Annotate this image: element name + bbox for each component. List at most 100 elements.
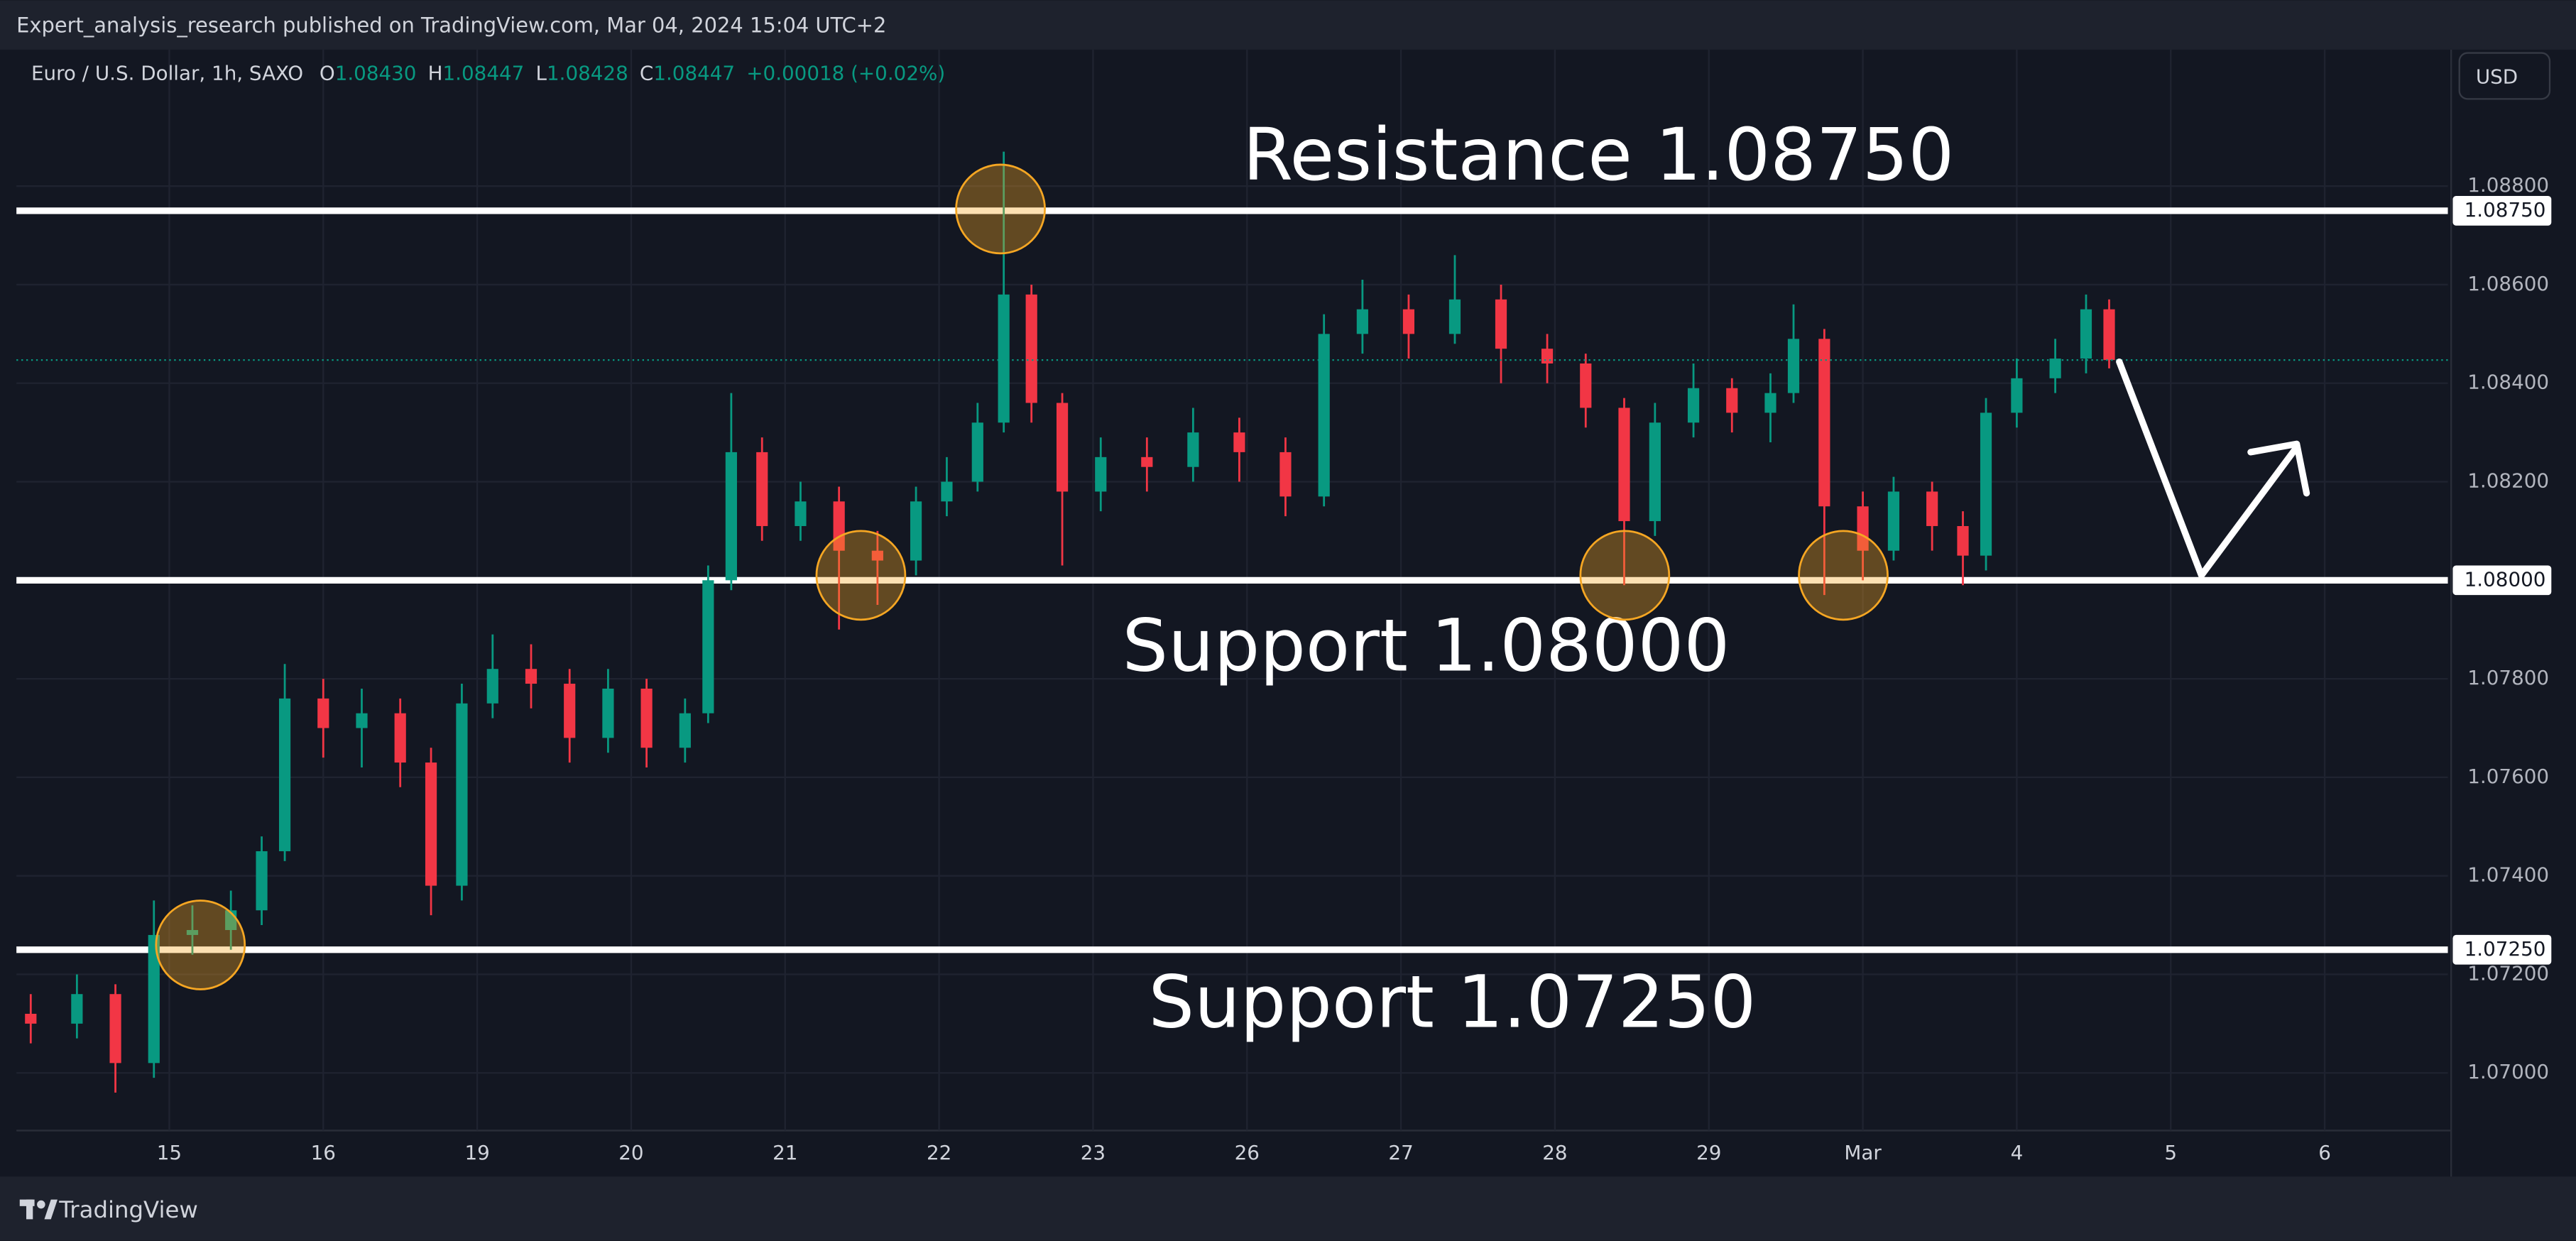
legend: Euro / U.S. Dollar, 1h, SAXO O1.08430 H1.… bbox=[31, 62, 945, 85]
y-tick-label: 1.07600 bbox=[2467, 765, 2549, 788]
candle-body bbox=[1857, 506, 1869, 551]
candle-body bbox=[1025, 294, 1037, 403]
candle-body bbox=[1887, 491, 1900, 551]
change: +0.00018 (+0.02%) bbox=[746, 62, 945, 85]
symbol: Euro / U.S. Dollar, 1h, SAXO bbox=[31, 62, 303, 85]
currency[interactable]: USD bbox=[2476, 65, 2518, 88]
candle-body bbox=[278, 698, 291, 851]
level-label-box bbox=[2452, 196, 2552, 226]
y-tick-label: 1.08200 bbox=[2467, 469, 2549, 493]
level-label: 1.08750 bbox=[2465, 198, 2546, 222]
ohlc-value: 1.08430 bbox=[335, 62, 417, 85]
candle-body bbox=[71, 994, 83, 1024]
candle-body bbox=[2049, 359, 2061, 378]
candle-body bbox=[679, 713, 691, 748]
candle-body bbox=[1687, 388, 1700, 423]
ohlc-value: 1.08447 bbox=[653, 62, 735, 85]
x-tick-label: 20 bbox=[618, 1141, 643, 1164]
candle-body bbox=[725, 452, 737, 581]
candle-body bbox=[1764, 393, 1777, 413]
candle-body bbox=[1141, 457, 1153, 467]
candle-body bbox=[795, 501, 807, 526]
candle-body bbox=[1495, 299, 1507, 349]
candle-body bbox=[317, 698, 329, 728]
logo-part bbox=[37, 1200, 45, 1209]
y-tick-label: 1.07400 bbox=[2467, 863, 2549, 887]
candle-body bbox=[1095, 457, 1107, 492]
candle-body bbox=[756, 452, 768, 526]
x-tick-label: 29 bbox=[1696, 1141, 1721, 1164]
candle-body bbox=[910, 501, 922, 561]
x-tick-label: 26 bbox=[1235, 1141, 1260, 1164]
x-tick-label: Mar bbox=[1844, 1141, 1882, 1164]
candle-body bbox=[2080, 309, 2092, 359]
x-tick-label: 19 bbox=[464, 1141, 489, 1164]
level-label-box bbox=[2452, 934, 2552, 965]
candle-body bbox=[1926, 491, 1938, 526]
candle-body bbox=[871, 550, 883, 561]
candle-body bbox=[1818, 339, 1830, 507]
candle-body bbox=[1448, 299, 1461, 334]
candle-body bbox=[971, 422, 983, 482]
candle-body bbox=[602, 688, 614, 738]
level-annotation: Support 1.07250 bbox=[1149, 961, 1757, 1045]
highlight-circle bbox=[155, 900, 246, 990]
candle-body bbox=[1187, 432, 1199, 467]
candle-body bbox=[486, 669, 498, 704]
ohlc-value: 1.08428 bbox=[547, 62, 628, 85]
candle-body bbox=[1318, 334, 1330, 497]
brand: TradingView bbox=[58, 1196, 198, 1223]
candle-body bbox=[1541, 349, 1554, 363]
candle-body bbox=[25, 1013, 37, 1024]
candle-body bbox=[256, 851, 268, 911]
x-tick-label: 15 bbox=[157, 1141, 182, 1164]
publisher: Expert_analysis_research published on Tr… bbox=[16, 13, 886, 38]
candle-body bbox=[941, 481, 953, 502]
y-tick-label: 1.08800 bbox=[2467, 173, 2549, 197]
y-tick-label: 1.07800 bbox=[2467, 666, 2549, 689]
footer bbox=[0, 1176, 2576, 1241]
candle-body bbox=[1980, 412, 1992, 556]
x-tick-label: 28 bbox=[1542, 1141, 1567, 1164]
candle-body bbox=[1233, 432, 1245, 452]
candle-body bbox=[702, 580, 714, 714]
top-bar bbox=[0, 0, 2576, 50]
level-label: 1.08000 bbox=[2465, 567, 2546, 591]
logo-part bbox=[26, 1199, 33, 1220]
currency-button[interactable] bbox=[2458, 52, 2551, 100]
logo-part bbox=[44, 1199, 58, 1220]
level-annotation: Resistance 1.08750 bbox=[1243, 114, 1954, 197]
x-tick-label: 27 bbox=[1388, 1141, 1413, 1164]
highlight-circle bbox=[815, 530, 907, 621]
candle-body bbox=[564, 684, 576, 738]
candle-body bbox=[394, 713, 406, 763]
arrow-head bbox=[2247, 440, 2310, 497]
highlight-circle bbox=[1579, 530, 1671, 621]
y-tick-label: 1.07200 bbox=[2467, 961, 2549, 985]
ohlc-label: H bbox=[428, 62, 443, 85]
candle-body bbox=[2011, 378, 2023, 413]
level-label: 1.07250 bbox=[2465, 937, 2546, 961]
candle-body bbox=[2103, 309, 2115, 361]
ohlc-label: O bbox=[320, 62, 335, 85]
candles bbox=[16, 151, 2448, 1093]
x-tick-label: 23 bbox=[1081, 1141, 1106, 1164]
forecast-arrow bbox=[2116, 358, 2310, 579]
x-tick-label: 16 bbox=[311, 1141, 336, 1164]
candle-body bbox=[148, 934, 160, 1064]
x-tick-label: 6 bbox=[2318, 1141, 2331, 1164]
highlights bbox=[155, 163, 1889, 990]
arrow-path bbox=[2116, 358, 2301, 579]
candle-body bbox=[1056, 403, 1069, 492]
candle-body bbox=[109, 994, 121, 1064]
candle-body bbox=[1649, 422, 1661, 522]
ohlc-label: C bbox=[640, 62, 653, 85]
candle-body bbox=[456, 703, 468, 886]
level-label-box bbox=[2452, 565, 2552, 596]
candle-body bbox=[998, 294, 1010, 423]
x-tick-label: 4 bbox=[2011, 1141, 2024, 1164]
candle-body bbox=[640, 688, 653, 748]
candle-body bbox=[1726, 388, 1738, 413]
ohlc-value: 1.08447 bbox=[443, 62, 525, 85]
